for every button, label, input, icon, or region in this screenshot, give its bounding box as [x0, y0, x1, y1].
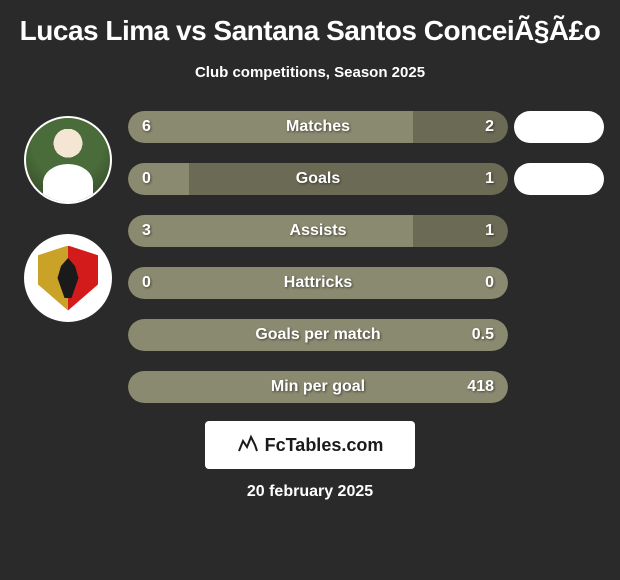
comparison-card: Lucas Lima vs Santana Santos ConceiÃ§Ã£o… — [0, 0, 620, 525]
stat-label: Goals per match — [255, 326, 380, 344]
content-row: 6 Matches 2 0 Goals 1 3 Assists 1 0 Hattricks 0 Goal… — [0, 101, 620, 403]
stat-value-right: 0.5 — [472, 326, 494, 344]
club-badge — [24, 234, 112, 322]
brand-icon — [237, 433, 259, 458]
player-photo — [24, 116, 112, 204]
stat-bar: 0 Goals 1 — [128, 163, 508, 195]
brand-badge: FcTables.com — [205, 421, 415, 469]
stat-value-right: 1 — [485, 222, 494, 240]
stat-value-left: 0 — [142, 274, 151, 292]
spacer — [514, 319, 604, 351]
brand-text: FcTables.com — [265, 435, 384, 456]
stat-bar: Min per goal 418 — [128, 371, 508, 403]
page-title: Lucas Lima vs Santana Santos ConceiÃ§Ã£o — [0, 10, 620, 52]
stat-label: Matches — [286, 118, 350, 136]
stat-row: Min per goal 418 — [128, 371, 604, 403]
stat-label: Goals — [296, 170, 340, 188]
stat-value-left: 0 — [142, 170, 151, 188]
stat-row: 3 Assists 1 — [128, 215, 604, 247]
stat-value-right: 1 — [485, 170, 494, 188]
subtitle: Club competitions, Season 2025 — [0, 52, 620, 101]
shield-icon — [38, 246, 98, 311]
avatars-column — [8, 101, 128, 322]
stat-bar: Goals per match 0.5 — [128, 319, 508, 351]
stat-value-right: 0 — [485, 274, 494, 292]
stat-label: Hattricks — [284, 274, 352, 292]
stat-value-right: 2 — [485, 118, 494, 136]
stat-value-left: 6 — [142, 118, 151, 136]
spacer — [514, 215, 604, 247]
stats-column: 6 Matches 2 0 Goals 1 3 Assists 1 0 Hattricks 0 Goal… — [128, 101, 612, 403]
bar-left-segment — [128, 111, 413, 143]
stat-value-left: 3 — [142, 222, 151, 240]
stat-label: Assists — [290, 222, 347, 240]
stat-label: Min per goal — [271, 378, 365, 396]
stat-row: 0 Hattricks 0 — [128, 267, 604, 299]
blank-pill — [514, 111, 604, 143]
spacer — [514, 371, 604, 403]
stat-row: 6 Matches 2 — [128, 111, 604, 143]
stat-row: Goals per match 0.5 — [128, 319, 604, 351]
footer-date: 20 february 2025 — [0, 469, 620, 515]
stat-row: 0 Goals 1 — [128, 163, 604, 195]
stat-bar: 0 Hattricks 0 — [128, 267, 508, 299]
blank-pill — [514, 163, 604, 195]
stat-bar: 3 Assists 1 — [128, 215, 508, 247]
stat-value-right: 418 — [467, 378, 494, 396]
bar-left-segment — [128, 215, 413, 247]
bar-right-segment — [189, 163, 508, 195]
bar-left-segment — [128, 163, 189, 195]
stat-bar: 6 Matches 2 — [128, 111, 508, 143]
spacer — [514, 267, 604, 299]
